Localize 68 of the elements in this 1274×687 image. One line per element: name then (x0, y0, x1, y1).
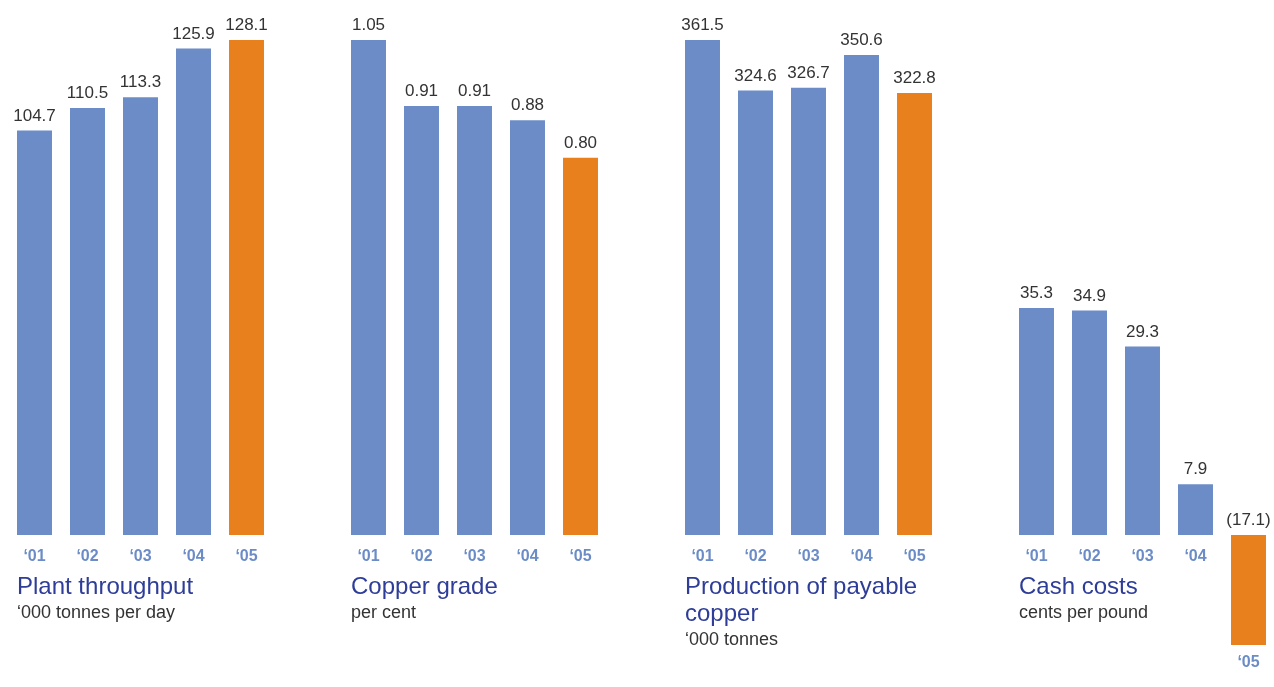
x-tick-label: ‘01 (23, 547, 46, 565)
data-label: 128.1 (225, 15, 268, 35)
x-tick-label: ‘05 (569, 547, 592, 565)
data-label: 0.80 (563, 133, 598, 153)
bar (685, 40, 720, 535)
x-tick-label: ‘04 (850, 547, 873, 565)
bar (404, 106, 439, 535)
text: per cent (351, 601, 418, 624)
bar (70, 108, 105, 535)
bar (17, 130, 52, 535)
data-label: 350.6 (840, 30, 883, 50)
data-label: 326.7 (787, 62, 830, 82)
bar (738, 90, 773, 535)
bar (510, 120, 545, 535)
bar (457, 106, 492, 535)
data-label: 34.9 (1072, 285, 1107, 305)
data-label: (17.1) (1226, 510, 1271, 530)
text: ‘000 tonnes per day (17, 601, 177, 624)
data-label: 125.9 (172, 23, 215, 43)
x-tick-label: ‘03 (797, 547, 820, 565)
x-tick-label: ‘05 (1237, 653, 1260, 671)
x-tick-label: ‘01 (691, 547, 714, 565)
bar (229, 40, 264, 535)
data-label: 324.6 (734, 65, 777, 85)
bar (563, 157, 598, 535)
x-tick-label: ‘04 (182, 547, 205, 565)
text: cents per pound (1019, 601, 1150, 624)
x-tick-label: ‘05 (903, 547, 926, 565)
bar (1231, 535, 1266, 645)
data-label: 361.5 (681, 15, 724, 35)
x-tick-label: ‘03 (463, 547, 486, 565)
x-tick-label: ‘05 (235, 547, 258, 565)
x-tick-label: ‘03 (129, 547, 152, 565)
data-label: 104.7 (13, 105, 56, 125)
bar (351, 40, 386, 535)
data-label: 1.05 (351, 15, 386, 35)
bar (1178, 484, 1213, 535)
x-tick-label: ‘01 (357, 547, 380, 565)
data-label: 35.3 (1019, 283, 1054, 303)
text: Cash costs (1019, 572, 1139, 599)
bar (176, 48, 211, 535)
bar (1019, 307, 1054, 535)
data-label: 113.3 (119, 72, 162, 92)
text: Copper grade (351, 572, 499, 599)
data-label: 110.5 (66, 83, 109, 103)
text: Plant throughput (17, 572, 195, 599)
x-tick-label: ‘02 (76, 547, 99, 565)
bar (1072, 310, 1107, 535)
x-tick-label: ‘04 (1184, 547, 1207, 565)
bar (791, 87, 826, 535)
data-label: 0.91 (404, 81, 439, 101)
data-label: 0.88 (510, 95, 545, 115)
text: ‘000 tonnes (685, 628, 780, 651)
data-label: 7.9 (1183, 459, 1208, 479)
bar (123, 97, 158, 535)
x-tick-label: ‘01 (1025, 547, 1048, 565)
text: Production of payable copper (685, 572, 919, 626)
x-tick-label: ‘04 (516, 547, 539, 565)
x-tick-label: ‘02 (1078, 547, 1101, 565)
data-label: 29.3 (1125, 321, 1160, 341)
x-tick-label: ‘03 (1131, 547, 1154, 565)
data-label: 322.8 (893, 68, 936, 88)
x-tick-label: ‘02 (744, 547, 767, 565)
bar (1125, 346, 1160, 535)
x-tick-label: ‘02 (410, 547, 433, 565)
bar (844, 54, 879, 535)
data-label: 0.91 (457, 81, 492, 101)
bar (897, 92, 932, 535)
